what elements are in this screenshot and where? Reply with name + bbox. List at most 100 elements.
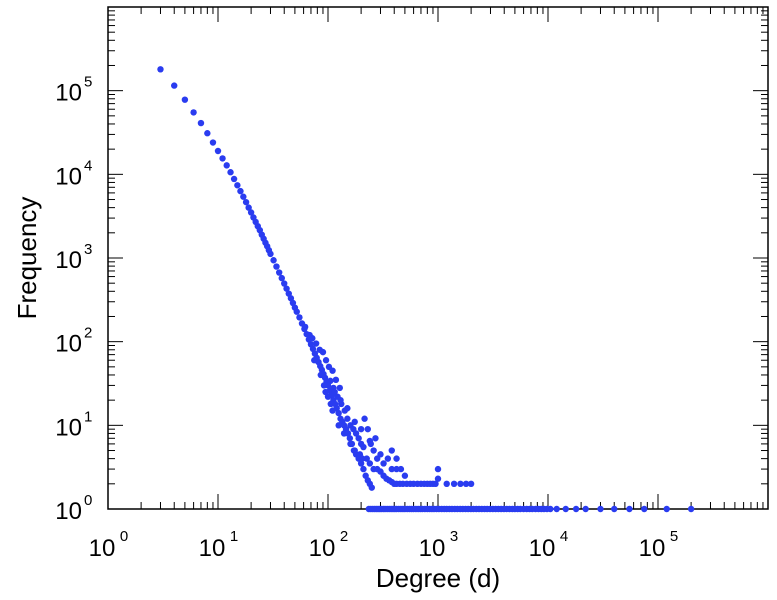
- data-point: [357, 425, 365, 433]
- data-point: [234, 182, 241, 189]
- y-tick-label: 10: [55, 247, 82, 274]
- data-point: [240, 193, 247, 200]
- data-point: [245, 204, 252, 211]
- data-point: [190, 109, 197, 116]
- data-point: [360, 443, 367, 451]
- data-point: [320, 382, 328, 389]
- y-tick-exponent: 0: [84, 492, 92, 509]
- x-tick-exponent: 0: [120, 528, 128, 545]
- data-point: [281, 280, 288, 287]
- data-point: [351, 447, 358, 454]
- major-ticks: [108, 7, 768, 509]
- data-point: [331, 388, 338, 396]
- data-point: [432, 480, 439, 488]
- data-point: [467, 480, 475, 488]
- data-point: [344, 415, 351, 422]
- data-point: [347, 440, 354, 448]
- data-point: [322, 357, 330, 364]
- data-point: [267, 250, 274, 258]
- data-point: [219, 155, 226, 162]
- data-point: [366, 460, 374, 467]
- minor-ticks: [108, 7, 768, 509]
- data-point: [572, 505, 580, 513]
- y-tick-exponent: 4: [84, 157, 92, 174]
- data-point: [329, 407, 336, 414]
- data-point: [641, 505, 648, 513]
- data-point: [317, 371, 324, 379]
- x-tick-label: 10: [419, 535, 446, 562]
- data-point: [370, 447, 377, 454]
- data-point: [366, 437, 374, 445]
- data-point: [401, 472, 409, 479]
- y-axis-title: Frequency: [12, 197, 42, 320]
- data-point: [355, 435, 362, 442]
- x-tick-exponent: 3: [450, 528, 458, 545]
- data-point: [352, 430, 360, 437]
- data-point: [553, 505, 560, 513]
- data-point: [312, 340, 320, 347]
- data-point: [335, 422, 342, 429]
- x-tick-label: 10: [639, 535, 666, 562]
- data-point: [388, 465, 395, 473]
- y-tick-exponent: 5: [84, 74, 92, 91]
- data-point: [242, 198, 250, 206]
- data-point: [443, 480, 450, 488]
- data-point: [663, 505, 670, 513]
- data-point: [397, 465, 405, 473]
- data-point: [309, 335, 316, 342]
- data-point: [562, 505, 569, 513]
- x-tick-exponent: 1: [230, 528, 238, 545]
- data-point: [296, 314, 303, 321]
- x-tick-exponent: 5: [670, 528, 678, 545]
- data-point: [384, 455, 392, 462]
- data-point: [340, 430, 348, 437]
- data-point: [293, 308, 300, 315]
- data-point: [626, 505, 633, 513]
- data-point: [223, 162, 230, 169]
- data-point: [393, 455, 400, 462]
- data-point: [344, 405, 351, 412]
- data-point: [278, 274, 285, 282]
- data-point: [273, 263, 280, 270]
- data-point: [360, 465, 367, 473]
- data-point: [311, 357, 318, 364]
- data-point: [319, 348, 327, 356]
- data-point: [357, 460, 365, 467]
- data-point: [327, 377, 334, 385]
- data-point: [283, 285, 290, 292]
- data-point: [171, 82, 178, 89]
- data-point: [364, 425, 371, 433]
- data-point: [337, 396, 344, 404]
- data-point: [227, 169, 234, 176]
- data-point: [237, 187, 244, 195]
- y-tick-exponent: 1: [84, 408, 92, 425]
- data-point: [332, 376, 340, 384]
- data-point: [197, 119, 205, 127]
- data-point: [275, 269, 283, 276]
- data-point: [270, 257, 277, 264]
- data-point: [388, 447, 395, 454]
- data-point: [372, 435, 379, 442]
- x-tick-label: 10: [199, 535, 226, 562]
- y-tick-label: 10: [55, 331, 82, 358]
- data-point: [434, 465, 442, 473]
- data-point: [204, 130, 211, 137]
- data-point: [327, 400, 334, 408]
- data-point: [380, 460, 387, 467]
- data-point: [230, 175, 238, 183]
- data-point: [547, 505, 554, 513]
- x-axis-title: Degree (d): [376, 563, 500, 593]
- data-point: [377, 451, 384, 458]
- data-point: [434, 475, 442, 482]
- data-point: [351, 418, 358, 426]
- data-point: [209, 139, 217, 146]
- data-points: [157, 66, 695, 513]
- data-point: [359, 455, 366, 462]
- y-tick-exponent: 2: [84, 325, 92, 342]
- data-point: [597, 505, 604, 513]
- x-tick-label: 10: [89, 535, 116, 562]
- data-point: [335, 409, 342, 417]
- y-tick-label: 10: [55, 80, 82, 107]
- x-tick-exponent: 2: [340, 528, 348, 545]
